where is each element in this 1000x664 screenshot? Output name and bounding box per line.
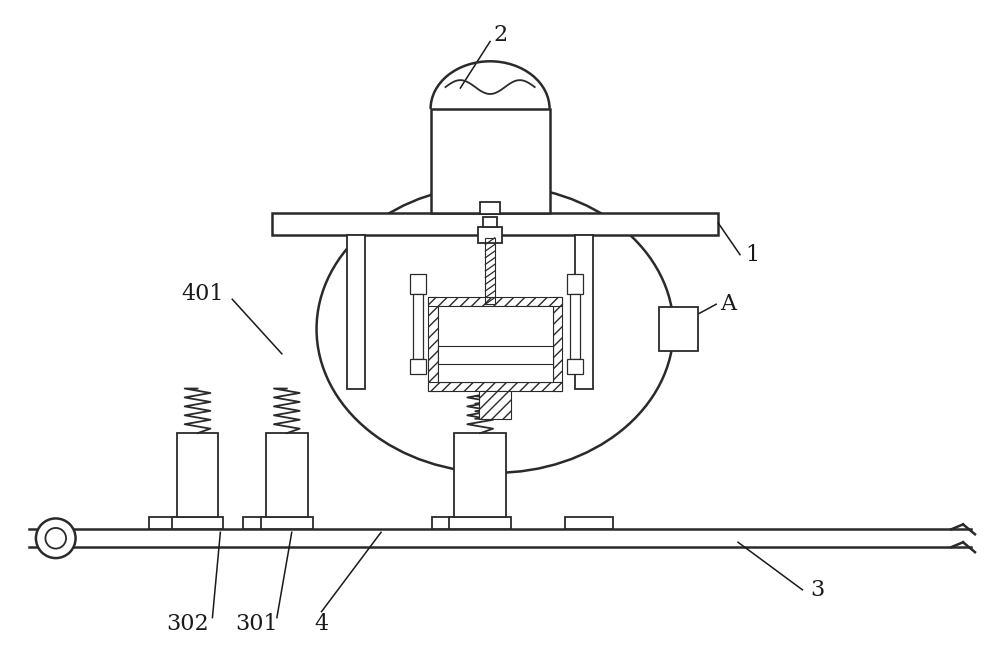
Bar [480,202,500,214]
Bar [575,235,593,388]
Bar [266,433,308,517]
Bar [243,517,291,529]
Bar [413,294,423,359]
Bar [431,109,550,213]
Bar [483,217,497,227]
Text: 401: 401 [181,284,224,305]
Bar [567,359,583,374]
Text: 2: 2 [493,23,507,46]
Bar [261,517,313,529]
Bar [428,382,562,391]
Bar [454,433,506,517]
Text: 4: 4 [314,613,329,635]
Bar [172,517,223,529]
Bar [432,517,479,529]
Bar [177,433,218,517]
Bar [272,213,718,235]
Bar [438,306,553,382]
Circle shape [36,519,76,558]
Ellipse shape [317,185,674,473]
Bar [428,297,562,306]
Bar [485,238,495,304]
Bar [410,359,426,374]
Bar [478,227,502,243]
Text: 3: 3 [810,579,824,601]
Text: 302: 302 [166,613,209,635]
Bar [565,517,613,529]
Bar [553,297,562,391]
Circle shape [45,528,66,548]
Bar [659,307,698,351]
Text: 1: 1 [746,244,760,266]
Bar [347,235,365,388]
Bar [449,517,511,529]
Text: 301: 301 [236,613,278,635]
Bar [438,346,553,364]
Bar [570,294,580,359]
Bar [567,274,583,294]
Bar [428,297,438,391]
Text: A: A [720,293,736,315]
Bar [410,274,426,294]
Bar [149,517,197,529]
Bar [479,391,511,419]
